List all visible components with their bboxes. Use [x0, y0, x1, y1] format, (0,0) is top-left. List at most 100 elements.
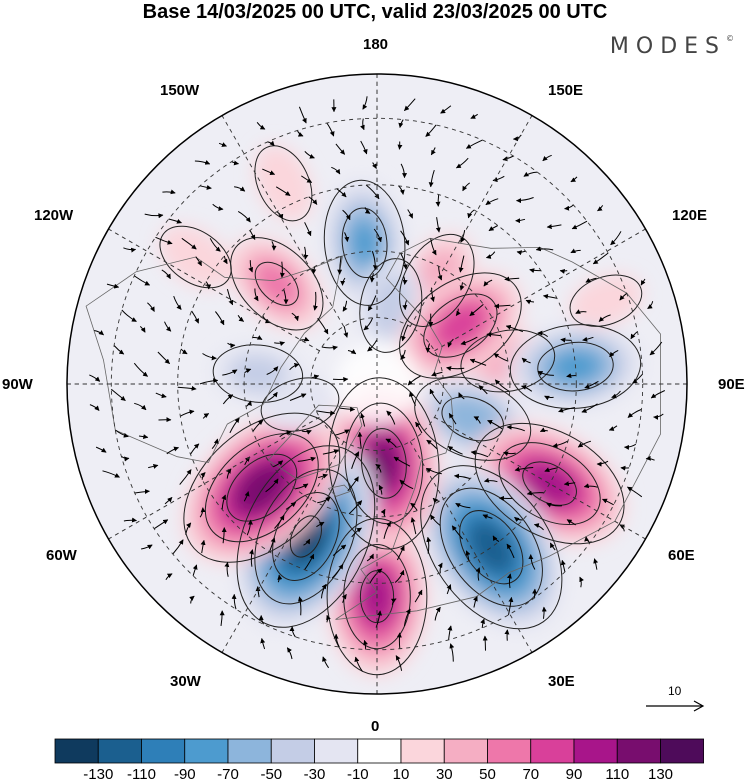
wind-vector	[380, 508, 386, 517]
wind-vector	[189, 595, 195, 604]
wind-vector	[485, 198, 499, 206]
wind-vector	[348, 500, 363, 515]
wind-vector	[435, 194, 441, 207]
wind-vector	[274, 514, 285, 529]
wind-vector	[336, 188, 347, 198]
wind-vector	[619, 292, 628, 301]
wind-vector	[316, 410, 336, 416]
wind-vector	[485, 251, 496, 259]
wind-vector	[335, 143, 346, 155]
wind-vector	[168, 218, 182, 224]
lat-lon-grid	[67, 74, 687, 694]
wind-vector	[508, 596, 514, 616]
wind-vector	[316, 521, 325, 528]
wind-vector	[95, 446, 107, 453]
wind-vector	[339, 406, 356, 412]
colorbar-bin	[97, 738, 142, 764]
wind-vector	[200, 539, 206, 554]
colorbar-bin	[616, 738, 661, 764]
wind-vector	[544, 467, 558, 473]
wind-vector	[455, 502, 471, 509]
wind-vector	[449, 643, 455, 662]
wind-vector	[526, 490, 544, 496]
wind-vector	[458, 255, 465, 273]
colorbar-bin	[357, 738, 402, 764]
meridian	[409, 441, 533, 653]
wind-vector	[199, 378, 219, 385]
anomaly-contour	[212, 344, 304, 403]
wind-vector	[134, 402, 147, 411]
colorbar-bin	[227, 738, 272, 764]
wind-vector	[566, 519, 576, 526]
wind-vector	[516, 197, 534, 204]
wind-vector	[608, 425, 618, 431]
wind-vector	[446, 366, 465, 371]
wind-vector	[596, 460, 609, 467]
coastlines	[85, 237, 661, 620]
copyright-mark: ©	[726, 34, 734, 43]
wind-vector	[598, 314, 611, 322]
wind-vector	[609, 349, 619, 358]
wind-vector	[514, 516, 523, 523]
wind-vector	[407, 209, 413, 219]
wind-vector	[653, 413, 664, 420]
wind-vector	[317, 473, 328, 479]
colorbar-tick-label: -130	[83, 766, 114, 783]
wind-vector	[400, 230, 410, 246]
wind-vector	[402, 300, 408, 311]
colorbar	[54, 738, 704, 764]
colorbar-tick-label: 110	[605, 766, 630, 783]
wind-vector	[515, 218, 526, 224]
colorbar-tick-label: 90	[565, 766, 583, 783]
wind-vector	[630, 331, 638, 340]
wind-vector	[506, 573, 512, 589]
wind-vector	[231, 593, 237, 610]
wind-vector	[342, 300, 348, 312]
wind-vector	[537, 330, 549, 337]
wind-vector	[544, 395, 554, 401]
wind-vector	[602, 498, 614, 506]
colorbar-bin	[270, 738, 315, 764]
wind-vector	[566, 373, 577, 379]
wind-vector	[473, 596, 478, 608]
wind-vector	[89, 404, 100, 411]
wind-vector	[364, 207, 371, 214]
wind-vector	[297, 596, 303, 616]
wind-vector	[529, 268, 541, 274]
wind-vector	[393, 456, 411, 467]
wind-vector	[265, 478, 279, 493]
wind-vector	[369, 568, 383, 584]
wind-vector	[226, 288, 234, 306]
wind-vector	[448, 412, 457, 425]
wind-vector	[89, 374, 101, 382]
wind-vector	[473, 416, 481, 424]
wind-vector	[285, 502, 297, 510]
meridian	[434, 228, 646, 352]
wind-vector	[398, 119, 404, 128]
wind-vector	[367, 339, 378, 352]
lon-label-0: 0	[371, 718, 380, 735]
wind-vector	[570, 176, 578, 183]
wind-vector	[407, 375, 421, 386]
wind-vector	[584, 380, 599, 389]
wind-vector	[237, 210, 251, 223]
brand-logo: MODES©	[610, 34, 734, 59]
wind-vector	[506, 424, 525, 432]
wind-vector	[400, 253, 408, 270]
wind-vector	[563, 481, 576, 487]
wind-vector	[506, 543, 515, 559]
wind-vector	[326, 614, 331, 623]
anomaly-contour	[236, 445, 376, 628]
meridian	[409, 115, 533, 327]
anomaly-contour	[509, 324, 642, 410]
map-boundary	[66, 73, 688, 695]
wind-vector	[291, 312, 299, 322]
wind-vector	[486, 332, 501, 338]
brand-text: MODES	[609, 34, 726, 59]
wind-vector	[395, 655, 403, 671]
wind-vector	[269, 537, 276, 552]
wind-vector	[494, 379, 510, 392]
wind-vector	[298, 106, 307, 124]
wind-vector	[470, 113, 478, 119]
wind-vector	[425, 467, 442, 475]
